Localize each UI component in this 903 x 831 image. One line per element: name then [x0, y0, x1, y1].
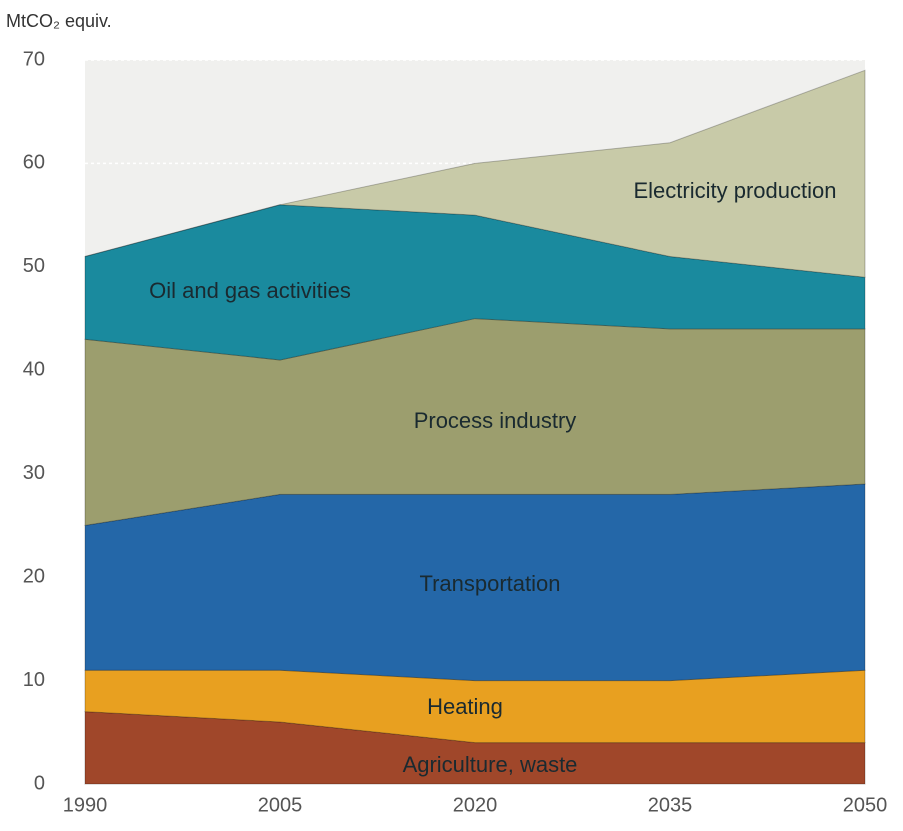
x-tick-label: 2005: [258, 794, 303, 816]
area: [84, 204, 866, 361]
y-tick-label: 20: [23, 565, 45, 587]
y-tick-label: 60: [23, 152, 45, 174]
y-tick-label: 0: [34, 772, 45, 794]
series-label: Transportation: [419, 571, 560, 596]
x-tick-label: 1990: [63, 794, 108, 816]
area: [84, 69, 866, 278]
x-tick-label: 2050: [843, 794, 888, 816]
y-tick-label: 70: [23, 48, 45, 70]
y-tick-label: 10: [23, 669, 45, 691]
y-axis-label: MtCO₂ equiv.: [6, 11, 112, 31]
y-tick-label: 40: [23, 359, 45, 381]
area: [84, 711, 866, 785]
x-tick-label: 2035: [648, 794, 693, 816]
x-tick-label: 2020: [453, 794, 498, 816]
series-label: Agriculture, waste: [403, 752, 578, 777]
series-label: Process industry: [414, 408, 577, 433]
y-tick-label: 50: [23, 255, 45, 277]
series-label: Heating: [427, 694, 503, 719]
series-label: Electricity production: [634, 178, 837, 203]
series-label: Oil and gas activities: [149, 278, 351, 303]
y-tick-label: 30: [23, 462, 45, 484]
